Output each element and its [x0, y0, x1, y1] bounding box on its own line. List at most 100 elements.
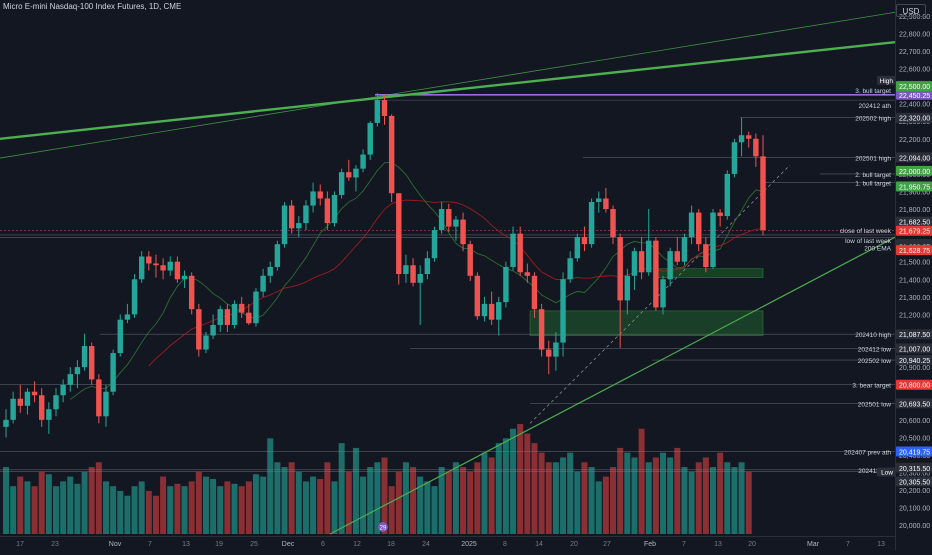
candle	[310, 191, 316, 206]
time-axis-label: 13	[714, 541, 722, 548]
volume-bar	[710, 467, 717, 534]
volume-bar	[495, 443, 502, 534]
candle	[453, 219, 459, 227]
candle	[553, 342, 559, 357]
candle	[196, 309, 202, 350]
time-axis-label: 14	[535, 541, 543, 548]
candle	[446, 209, 452, 227]
volume-bar	[10, 486, 17, 534]
level-label: low of last week	[845, 238, 892, 245]
volume-bar	[667, 457, 674, 534]
volume-bar	[438, 467, 445, 534]
volume-bar	[160, 476, 167, 534]
price-tick-label: 20,600.00	[899, 418, 930, 425]
candle	[203, 335, 209, 350]
projection-line	[529, 164, 791, 424]
currency-button[interactable]: USD	[896, 4, 926, 17]
volume-bar	[388, 486, 395, 534]
volume-bar	[538, 452, 545, 534]
candle	[731, 142, 738, 174]
price-tag-label: 22,320.00	[899, 116, 930, 123]
candle	[53, 395, 59, 410]
candle	[153, 263, 159, 266]
volume-bar	[352, 447, 359, 534]
volume-bar	[624, 452, 631, 534]
candle	[324, 198, 331, 224]
candle	[338, 172, 345, 195]
volume-bar	[681, 467, 688, 534]
volume-bar	[338, 443, 345, 534]
volume-bar	[745, 471, 752, 534]
volume-bar	[660, 452, 667, 534]
candle	[681, 237, 688, 262]
volume-bar	[645, 462, 652, 534]
candle	[410, 265, 416, 283]
volume-bar	[202, 476, 209, 534]
candle	[103, 391, 109, 417]
candle	[460, 219, 466, 245]
volume-bar	[224, 481, 231, 534]
volume-bar	[124, 495, 131, 534]
candle	[703, 244, 709, 267]
volume-bar	[717, 452, 724, 534]
volume-bar	[324, 462, 331, 534]
volume-bar	[567, 452, 574, 534]
level-label: High	[880, 78, 894, 85]
time-axis-label: 23	[51, 541, 59, 548]
level-label: close of last week	[840, 228, 892, 235]
candle	[574, 237, 581, 259]
time-axis-label: 20	[748, 541, 756, 548]
volume-bar	[510, 428, 517, 534]
time-axis-label: 12	[353, 541, 361, 548]
trendline-upper-thick	[0, 40, 896, 140]
volume-bar	[152, 495, 159, 534]
candle	[246, 312, 252, 324]
candle	[617, 237, 623, 301]
candle	[253, 291, 259, 324]
volume-bar	[88, 467, 95, 534]
candle	[331, 194, 338, 224]
candle	[567, 258, 573, 280]
price-tick-label: 21,800.00	[899, 207, 930, 214]
volume-bar	[245, 481, 252, 534]
candle	[424, 258, 431, 275]
candle	[588, 202, 595, 245]
price-tick-label: 20,000.00	[899, 523, 930, 530]
level-label: 2. bull target	[855, 172, 891, 179]
volume-bar	[217, 486, 224, 534]
volume-bar	[524, 433, 531, 534]
price-tag	[896, 476, 932, 487]
candle	[667, 251, 673, 280]
candle	[81, 346, 88, 368]
candle	[267, 267, 273, 276]
candle	[396, 193, 402, 275]
candle	[624, 275, 631, 301]
time-axis-label: 13	[877, 541, 885, 548]
candle	[710, 212, 716, 267]
candle	[738, 135, 745, 143]
candle	[760, 156, 766, 231]
volume-bar	[174, 483, 181, 534]
volume-bar	[231, 483, 238, 534]
candle	[260, 275, 266, 292]
volume-bar	[638, 428, 645, 534]
candle	[138, 256, 145, 280]
price-tag-label: 20,940.25	[899, 358, 930, 365]
trendline-upper-thin	[0, 11, 896, 159]
candle	[17, 398, 23, 406]
candle	[481, 303, 488, 317]
volume-bar	[310, 476, 317, 534]
price-tag-label: 22,450.25	[899, 93, 930, 100]
price-tag	[896, 112, 932, 123]
price-tag-label: 21,007.00	[899, 346, 930, 353]
volume-bar	[560, 457, 567, 534]
price-tag-label: 20,315.50	[899, 466, 930, 473]
volume-bar	[488, 457, 495, 534]
candle	[231, 303, 238, 325]
candle	[717, 212, 723, 217]
level-label: 3. bear target	[852, 383, 891, 390]
level-label: 202502 low	[858, 358, 892, 365]
candle	[417, 274, 423, 283]
